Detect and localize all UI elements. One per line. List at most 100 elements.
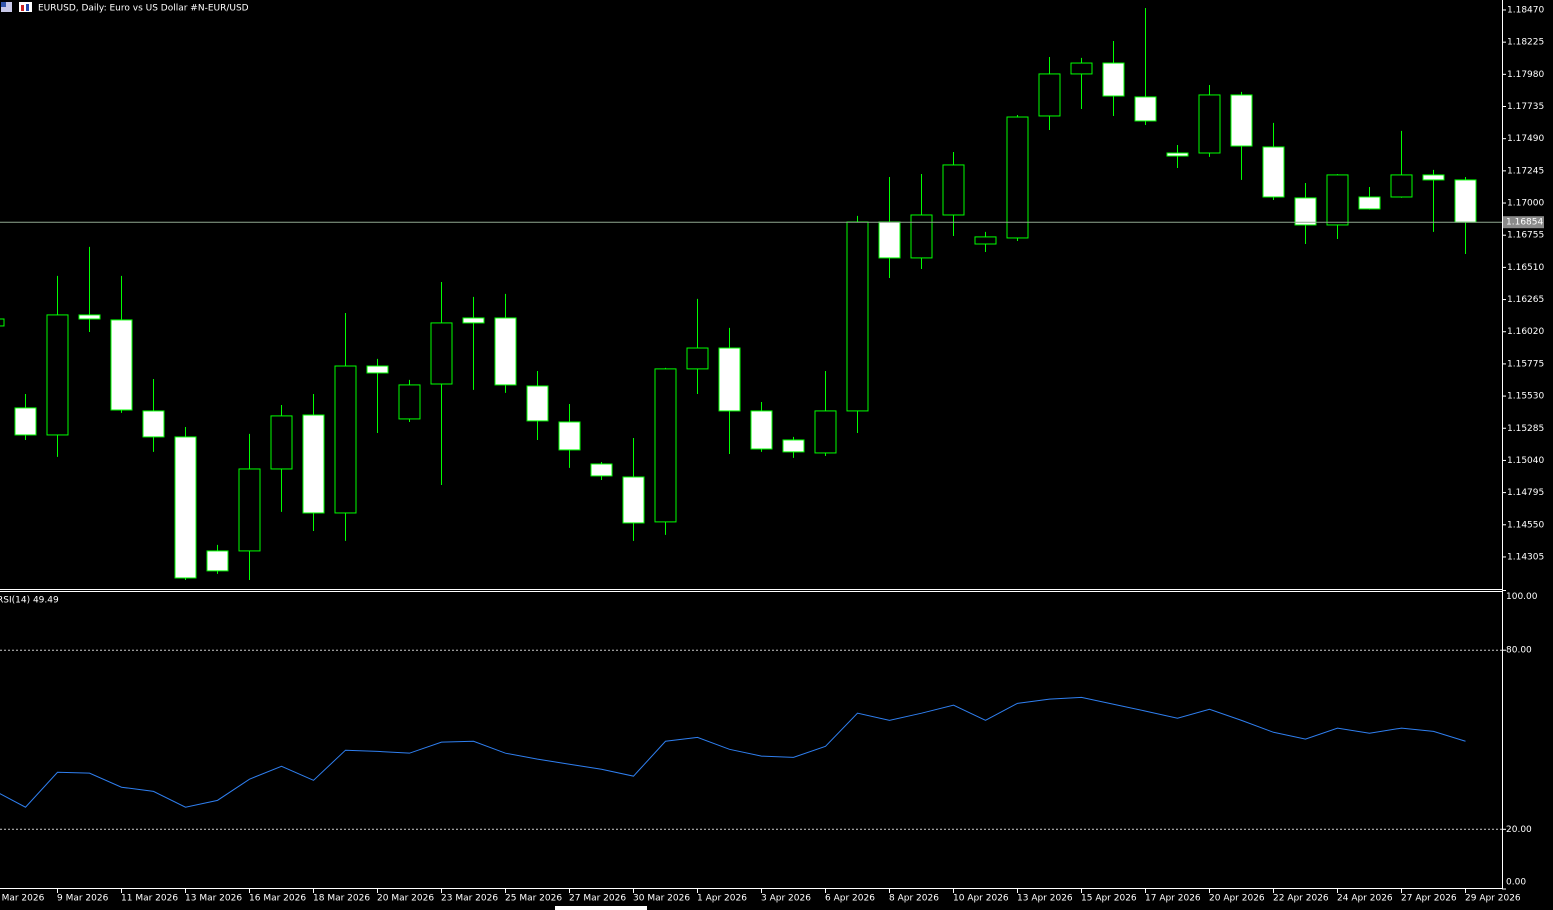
y-tick-label: 100.00	[1506, 592, 1538, 602]
flag-icon	[1, 2, 12, 12]
y-tick-label: 1.17000	[1507, 199, 1544, 209]
x-tick-label: 25 Mar 2026	[505, 894, 562, 904]
candle-body	[526, 385, 549, 422]
candle-body	[78, 314, 101, 320]
last-price-label: 1.16854	[1506, 218, 1543, 228]
x-tick-label: 9 Mar 2026	[57, 894, 109, 904]
y-tick-label: 1.14795	[1507, 488, 1544, 498]
x-tick-label: 16 Mar 2026	[249, 894, 306, 904]
candle-body	[14, 407, 37, 436]
candle-body	[750, 410, 773, 450]
candle-body	[1070, 62, 1093, 75]
x-tick-label: 20 Apr 2026	[1209, 894, 1265, 904]
candle-body	[878, 221, 901, 259]
y-tick-label: 1.15530	[1507, 392, 1544, 402]
candle-body	[686, 347, 709, 370]
candle-body	[302, 414, 325, 514]
candle-body	[654, 368, 677, 523]
candle-body	[238, 468, 261, 552]
candle-body	[1166, 152, 1189, 157]
candle-body	[558, 421, 581, 451]
x-tick-label: 11 Mar 2026	[121, 894, 178, 904]
candle-body	[622, 476, 645, 524]
y-tick-label: 1.17490	[1507, 134, 1544, 144]
candle-body	[0, 318, 5, 327]
candle-body	[1198, 94, 1221, 154]
x-tick-label: 10 Apr 2026	[953, 894, 1009, 904]
y-tick-label: 1.18470	[1507, 5, 1544, 15]
x-tick-label: 29 Apr 2026	[1465, 894, 1521, 904]
y-tick-label: 1.16020	[1507, 327, 1544, 337]
y-tick-label: 1.17245	[1507, 166, 1544, 176]
x-tick-label: 27 Apr 2026	[1401, 894, 1457, 904]
candle-body	[910, 214, 933, 259]
candle-body	[942, 164, 965, 216]
chart-title: EURUSD, Daily: Euro vs US Dollar #N-EUR/…	[38, 4, 249, 14]
last-price-box	[1503, 216, 1544, 229]
candle-body	[1006, 116, 1029, 239]
candle-body	[110, 319, 133, 411]
candle-body	[1454, 179, 1477, 223]
chart-icon-part	[21, 5, 24, 11]
candle-body	[398, 384, 421, 420]
candle-body	[974, 236, 997, 245]
candle-body	[782, 439, 805, 453]
indicator-title: RSI(14) 49.49	[0, 596, 59, 606]
candle-body	[1358, 196, 1381, 210]
x-tick-label: 13 Mar 2026	[185, 894, 242, 904]
candle-body	[430, 322, 453, 385]
y-tick-label: 1.18225	[1507, 38, 1544, 48]
candle-body	[1326, 174, 1349, 226]
chart-icon	[19, 2, 32, 12]
y-tick-label: 1.16755	[1507, 231, 1544, 241]
candle-body	[1262, 146, 1285, 198]
scroll-bar[interactable]	[555, 906, 647, 910]
x-tick-label: 24 Apr 2026	[1337, 894, 1393, 904]
y-tick-label: 1.15285	[1507, 424, 1544, 434]
candle-body	[1230, 94, 1253, 147]
y-tick-label: 1.16265	[1507, 295, 1544, 305]
y-tick-label: 80.00	[1506, 646, 1532, 656]
candle-body	[462, 317, 485, 324]
candle-body	[814, 410, 837, 454]
y-tick-label: 1.15775	[1507, 359, 1544, 369]
candle-body	[1038, 73, 1061, 117]
x-tick-label: 20 Mar 2026	[377, 894, 434, 904]
y-tick-label: 0.00	[1506, 878, 1526, 888]
candle-body	[366, 365, 389, 374]
candle-body	[46, 314, 69, 436]
y-tick-label: 1.17735	[1507, 102, 1544, 112]
candle-body	[206, 550, 229, 572]
y-tick-label: 1.14305	[1507, 552, 1544, 562]
x-tick-label: 22 Apr 2026	[1273, 894, 1329, 904]
candle-body	[590, 463, 613, 477]
x-tick-label: 3 Apr 2026	[761, 894, 811, 904]
y-tick-label: 1.17980	[1507, 70, 1544, 80]
y-tick-label: 1.15040	[1507, 456, 1544, 466]
candle-body	[270, 415, 293, 470]
y-tick-label: 20.00	[1506, 825, 1532, 835]
candle-body	[142, 410, 165, 438]
candle-body	[846, 221, 869, 412]
x-tick-label: 6 Mar 2026	[0, 894, 45, 904]
candle-body	[1294, 197, 1317, 226]
x-tick-label: 1 Apr 2026	[697, 894, 747, 904]
candle-body	[1422, 174, 1445, 181]
candle-body	[494, 317, 517, 386]
candle-body	[1134, 96, 1157, 122]
candle-body	[1390, 174, 1413, 198]
rsi-line	[0, 696, 1466, 808]
y-tick-label: 1.14550	[1507, 520, 1544, 530]
x-tick-label: 17 Apr 2026	[1145, 894, 1201, 904]
candle-body	[174, 436, 197, 579]
x-tick-label: 15 Apr 2026	[1081, 894, 1137, 904]
y-tick-label: 1.16510	[1507, 263, 1544, 273]
candle-body	[1102, 62, 1125, 97]
x-tick-label: 27 Mar 2026	[569, 894, 626, 904]
x-tick-label: 8 Apr 2026	[889, 894, 939, 904]
x-tick-label: 6 Apr 2026	[825, 894, 875, 904]
x-tick-label: 13 Apr 2026	[1017, 894, 1073, 904]
